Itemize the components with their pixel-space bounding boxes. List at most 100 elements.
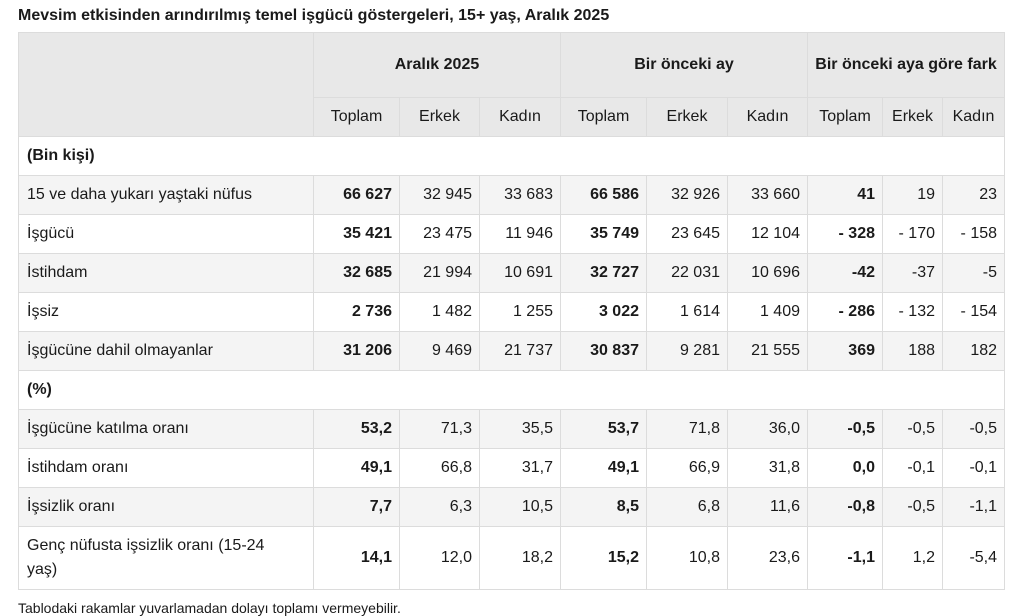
cell: 182 bbox=[941, 331, 1006, 371]
cell: 49,1 bbox=[313, 448, 400, 488]
row-label: İstihdam bbox=[18, 253, 314, 293]
row-label: İşsizlik oranı bbox=[18, 487, 314, 527]
cell: 10,5 bbox=[479, 487, 561, 527]
subheader-row: Toplam Erkek Kadın Toplam Erkek Kadın Toplam Er… bbox=[19, 97, 1006, 137]
cell: 23 bbox=[941, 175, 1006, 215]
cell: - 328 bbox=[807, 214, 883, 254]
cell: - 170 bbox=[882, 214, 943, 254]
section-label: (%) bbox=[17, 370, 1006, 410]
cell: 31 206 bbox=[313, 331, 400, 371]
data-row: İşsizlik oranı 7,7 6,3 10,5 8,5 6,8 11,6 -0,8 -0… bbox=[18, 487, 1006, 527]
cell: 10 691 bbox=[479, 253, 561, 293]
cell: 1 614 bbox=[646, 292, 728, 332]
cell: -0,1 bbox=[941, 448, 1006, 488]
cell: -0,5 bbox=[941, 409, 1006, 449]
cell: 11 946 bbox=[479, 214, 561, 254]
cell: -0,8 bbox=[807, 487, 883, 527]
row-label: 15 ve daha yukarı yaştaki nüfus bbox=[18, 175, 314, 215]
cell: 49,1 bbox=[560, 448, 647, 488]
cell: 32 945 bbox=[399, 175, 480, 215]
cell: 3 022 bbox=[560, 292, 647, 332]
group-header: Bir önceki ay bbox=[560, 32, 808, 98]
cell: - 158 bbox=[941, 214, 1006, 254]
subheader: Toplam bbox=[560, 97, 647, 137]
data-row: 15 ve daha yukarı yaştaki nüfus 66 627 32 … bbox=[18, 175, 1006, 215]
cell: 35 749 bbox=[560, 214, 647, 254]
cell: 31,8 bbox=[727, 448, 808, 488]
cell: 21 737 bbox=[479, 331, 561, 371]
cell: 19 bbox=[882, 175, 943, 215]
cell: 10 696 bbox=[727, 253, 808, 293]
subheader: Kadın bbox=[941, 97, 1006, 137]
cell: - 286 bbox=[807, 292, 883, 332]
header-row: Aralık 2025 Bir önceki ay Bir önceki aya g… bbox=[18, 32, 1006, 137]
cell: 18,2 bbox=[479, 526, 561, 590]
cell: 66 627 bbox=[313, 175, 400, 215]
data-row: İşgücüne katılma oranı 53,2 71,3 35,5 53,7 71… bbox=[18, 409, 1006, 449]
cell: 33 683 bbox=[479, 175, 561, 215]
cell: 71,8 bbox=[646, 409, 728, 449]
cell: 23 475 bbox=[399, 214, 480, 254]
subheader: Erkek bbox=[646, 97, 728, 137]
cell: 8,5 bbox=[560, 487, 647, 527]
subheader: Kadın bbox=[479, 97, 561, 137]
cell: 11,6 bbox=[727, 487, 808, 527]
data-row: İşsiz 2 736 1 482 1 255 3 022 1 614 1 409- 286… bbox=[18, 292, 1006, 332]
cell: 71,3 bbox=[399, 409, 480, 449]
cell: 369 bbox=[807, 331, 883, 371]
cell: 32 685 bbox=[313, 253, 400, 293]
cell: 188 bbox=[882, 331, 943, 371]
table-title: Mevsim etkisinden arındırılmış temel işg… bbox=[18, 7, 610, 24]
cell: 53,2 bbox=[313, 409, 400, 449]
cell: 9 281 bbox=[646, 331, 728, 371]
cell: 21 994 bbox=[399, 253, 480, 293]
cell: 35 421 bbox=[313, 214, 400, 254]
cell: -37 bbox=[882, 253, 943, 293]
cell: 9 469 bbox=[399, 331, 480, 371]
data-table: Aralık 2025 Bir önceki ay Bir önceki aya g… bbox=[17, 32, 1006, 590]
cell: 31,7 bbox=[479, 448, 561, 488]
cell: 12 104 bbox=[727, 214, 808, 254]
cell: 23 645 bbox=[646, 214, 728, 254]
cell: 1 409 bbox=[727, 292, 808, 332]
cell: 2 736 bbox=[313, 292, 400, 332]
cell: 21 555 bbox=[727, 331, 808, 371]
cell: 12,0 bbox=[399, 526, 480, 590]
table-body: (Bin kişi) 15 ve daha yukarı yaştaki nüfu… bbox=[17, 136, 1006, 590]
cell: -5 bbox=[941, 253, 1006, 293]
section-row: (%) bbox=[17, 370, 1006, 410]
data-row: İşgücüne dahil olmayanlar 31 206 9 469 21 7… bbox=[18, 331, 1006, 371]
data-row: İstihdam oranı 49,1 66,8 31,7 49,1 66,9 31,8 0,… bbox=[18, 448, 1006, 488]
subheader: Toplam bbox=[807, 97, 883, 137]
cell: -42 bbox=[807, 253, 883, 293]
cell: 53,7 bbox=[560, 409, 647, 449]
cell: 1 255 bbox=[479, 292, 561, 332]
subheader: Toplam bbox=[313, 97, 400, 137]
cell: 15,2 bbox=[560, 526, 647, 590]
row-label: İşsiz bbox=[18, 292, 314, 332]
subheader: Erkek bbox=[399, 97, 480, 137]
cell: 33 660 bbox=[727, 175, 808, 215]
cell: 66,9 bbox=[646, 448, 728, 488]
data-row: İstihdam 32 685 21 994 10 691 32 727 22 031 10… bbox=[18, 253, 1006, 293]
section-label: (Bin kişi) bbox=[17, 136, 1006, 176]
cell: - 154 bbox=[941, 292, 1006, 332]
cell: 66,8 bbox=[399, 448, 480, 488]
cell: 10,8 bbox=[646, 526, 728, 590]
subheader: Kadın bbox=[727, 97, 808, 137]
cell: 23,6 bbox=[727, 526, 808, 590]
cell: -0,1 bbox=[882, 448, 943, 488]
cell: 1 482 bbox=[399, 292, 480, 332]
cell: 7,7 bbox=[313, 487, 400, 527]
data-row: Genç nüfusta işsizlik oranı (15-24 yaş) 1… bbox=[18, 526, 1006, 590]
row-label: İşgücüne katılma oranı bbox=[18, 409, 314, 449]
subheader: Erkek bbox=[882, 97, 943, 137]
footnote: Tablodaki rakamlar yuvarlamadan dolayı t… bbox=[18, 600, 401, 616]
cell: 32 727 bbox=[560, 253, 647, 293]
corner-cell bbox=[18, 32, 314, 137]
cell: 66 586 bbox=[560, 175, 647, 215]
table-header: Aralık 2025 Bir önceki ay Bir önceki aya g… bbox=[18, 32, 1006, 137]
group-header: Bir önceki aya göre fark bbox=[806, 32, 1006, 98]
cell: -1,1 bbox=[941, 487, 1006, 527]
